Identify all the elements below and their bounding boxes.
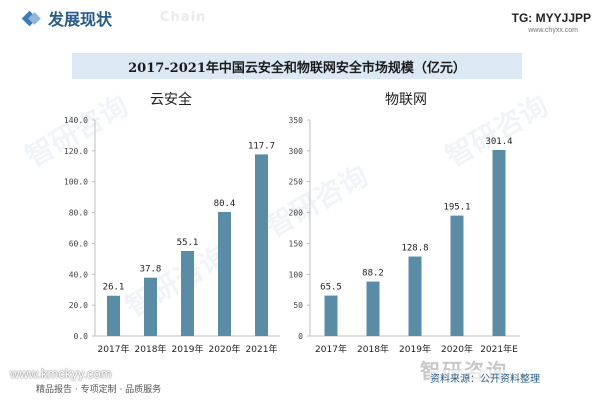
y-tick-label: 50 — [293, 301, 303, 310]
bar — [107, 295, 120, 336]
chart-title: 2017-2021年中国云安全和物联网安全市场规模（亿元） — [72, 53, 522, 79]
x-tick-label: 2020年 — [209, 343, 241, 355]
y-tick-label: 120.0 — [64, 147, 88, 156]
data-label: 37.8 — [140, 265, 162, 275]
x-tick-label: 2017年 — [315, 343, 347, 355]
y-tick-label: 60.0 — [69, 239, 88, 248]
header: 发展现状 Chain TG: MYYJJPP www.chyxx.com — [0, 0, 600, 38]
x-tick-label: 2017年 — [98, 343, 130, 355]
y-tick-label: 100.0 — [64, 178, 88, 187]
data-label: 55.1 — [177, 238, 199, 248]
watermark-chain: Chain — [160, 10, 207, 25]
data-label: 301.4 — [485, 137, 512, 147]
data-label: 80.4 — [214, 199, 236, 209]
data-label: 195.1 — [443, 203, 470, 213]
y-tick-label: 0.0 — [74, 332, 89, 341]
data-label: 26.1 — [103, 283, 125, 293]
x-tick-label: 2019年 — [172, 343, 204, 355]
y-tick-label: 150 — [289, 239, 304, 248]
y-tick-label: 140.0 — [64, 116, 88, 125]
chart-subtitle: 云安全 — [150, 91, 192, 108]
data-label: 88.2 — [362, 269, 384, 279]
chart-subtitle: 物联网 — [385, 92, 427, 108]
y-tick-label: 0 — [298, 332, 303, 341]
y-tick-label: 350 — [289, 116, 304, 125]
section-title: 发展现状 — [48, 10, 113, 29]
x-tick-label: 2018年 — [357, 343, 389, 355]
y-tick-label: 100 — [289, 270, 304, 279]
bar — [324, 295, 338, 336]
y-tick-label: 200 — [289, 209, 304, 218]
y-tick-label: 80.0 — [69, 209, 88, 218]
tg-label: TG: MYYJJPP — [508, 10, 594, 26]
bar — [181, 250, 194, 336]
x-tick-label: 2021年 — [246, 343, 278, 355]
x-tick-label: 2020年 — [441, 343, 473, 355]
x-tick-label: 2021年E — [480, 343, 518, 355]
y-tick-label: 250 — [289, 178, 304, 187]
bar — [450, 215, 464, 336]
bar — [408, 256, 422, 336]
data-label: 65.5 — [320, 283, 342, 293]
x-tick-label: 2018年 — [135, 343, 167, 355]
footer-tagline: 精品报告 · 专项定制 · 品质服务 — [36, 385, 162, 395]
data-label: 128.8 — [401, 244, 428, 254]
site-url: www.chyxx.com — [528, 27, 578, 34]
x-tick-label: 2019年 — [399, 343, 431, 355]
footer-source: 资料来源：公开资料整理 — [430, 370, 540, 385]
footer-url: www.kmckyy.com — [10, 366, 112, 381]
data-label: 117.7 — [248, 141, 275, 151]
y-tick-label: 20.0 — [69, 301, 88, 310]
bar — [144, 277, 157, 336]
bar — [366, 281, 380, 336]
y-tick-label: 40.0 — [69, 270, 88, 279]
bar — [218, 211, 231, 336]
y-tick-label: 300 — [289, 147, 304, 156]
bar — [255, 154, 268, 336]
bar — [492, 149, 506, 336]
